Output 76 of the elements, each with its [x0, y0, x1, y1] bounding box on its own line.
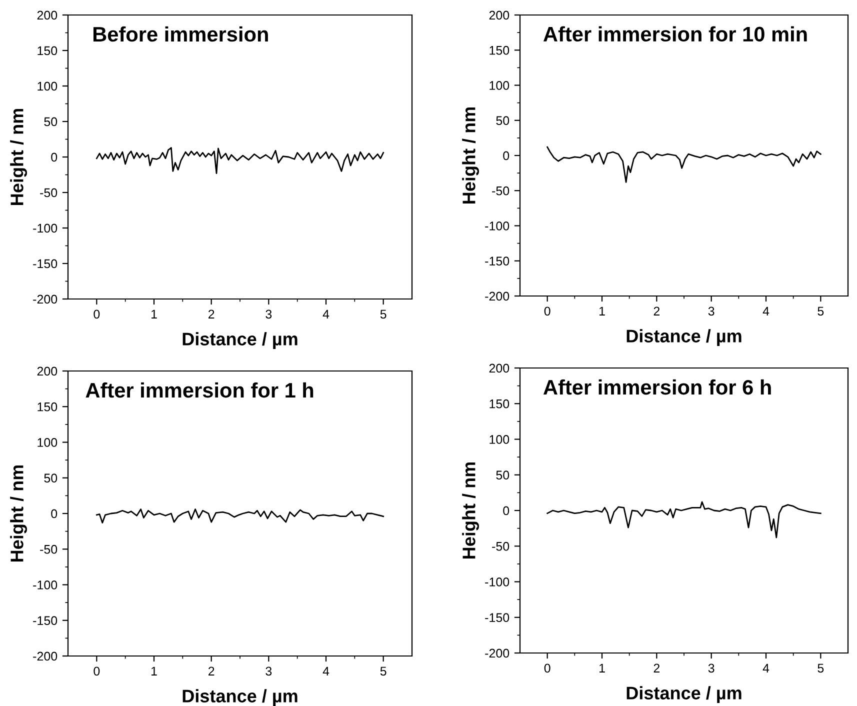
x-tick-label: 1 — [599, 664, 605, 672]
y-tick-label: -50 — [492, 542, 510, 551]
y-tick-label: -150 — [485, 613, 510, 622]
x-tick-label: 4 — [322, 666, 330, 676]
x-tick-label: 1 — [151, 310, 157, 318]
y-tick-label: 150 — [38, 46, 58, 56]
y-tick-label: -50 — [40, 544, 58, 554]
line-series — [546, 501, 822, 538]
x-tick-label: 3 — [266, 666, 272, 676]
y-axis-title: Height / nm — [462, 462, 480, 558]
y-tick-label: -50 — [40, 188, 58, 198]
chart-title: After immersion for 1 h — [86, 382, 314, 398]
y-tick-label: -150 — [33, 616, 58, 626]
x-tick-label: 5 — [818, 306, 824, 316]
y-tick-label: 50 — [496, 116, 510, 126]
y-tick-label: 200 — [489, 10, 510, 20]
x-tick-label: 4 — [762, 664, 770, 672]
x-tick-label: 5 — [818, 664, 824, 673]
chart-title: After immersion for 10 min — [543, 26, 807, 42]
x-tick-label: 2 — [208, 666, 214, 676]
y-tick-label: -100 — [485, 222, 510, 230]
x-tick-label: 2 — [208, 310, 214, 318]
y-tick-label: 0 — [51, 509, 58, 518]
x-tick-label: 0 — [94, 310, 100, 319]
x-tick-label: 5 — [380, 310, 386, 319]
y-tick-label: 200 — [37, 10, 58, 20]
y-tick-label: 0 — [503, 506, 510, 516]
y-tick-label: -200 — [33, 294, 58, 304]
x-tick-label: 5 — [380, 666, 386, 676]
y-tick-label: 150 — [38, 402, 58, 412]
x-axis-title: Distance / µm — [182, 332, 298, 350]
y-tick-label: -200 — [33, 652, 58, 661]
chart-title: Before immersion — [93, 26, 268, 42]
chart-title: After immersion for 6 h — [543, 379, 771, 395]
line-series — [96, 147, 384, 174]
y-tick-label: -200 — [485, 648, 510, 658]
line-series — [96, 508, 384, 524]
y-tick-label: -50 — [492, 186, 510, 196]
y-tick-label: 200 — [489, 364, 510, 373]
y-tick-label: 200 — [37, 366, 58, 376]
y-axis-title: Height / nm — [462, 107, 480, 204]
x-axis-title: Distance / µm — [182, 689, 298, 706]
x-axis-title: Distance / µm — [626, 686, 742, 704]
x-tick-label: 3 — [708, 306, 714, 316]
x-tick-label: 0 — [544, 306, 550, 316]
x-tick-label: 4 — [322, 310, 330, 318]
y-tick-label: 50 — [44, 474, 58, 483]
y-tick-label: 0 — [503, 151, 510, 160]
line-series — [546, 146, 822, 183]
x-tick-label: 0 — [544, 664, 550, 673]
y-tick-label: -100 — [485, 578, 510, 586]
x-tick-label: 1 — [599, 306, 605, 316]
y-tick-label: 100 — [38, 82, 58, 91]
x-tick-label: 3 — [266, 310, 272, 319]
y-tick-label: 100 — [490, 81, 510, 90]
y-tick-label: 100 — [490, 435, 510, 444]
x-axis-title: Distance / µm — [626, 329, 742, 346]
y-tick-label: 0 — [51, 152, 58, 162]
y-tick-label: -100 — [33, 580, 58, 590]
y-tick-label: -100 — [33, 224, 58, 233]
y-tick-label: 50 — [496, 470, 510, 480]
y-tick-label: -150 — [485, 256, 510, 266]
x-tick-label: 0 — [94, 666, 100, 676]
y-tick-label: 50 — [44, 117, 58, 126]
x-tick-label: 2 — [654, 664, 660, 672]
y-tick-label: -150 — [33, 259, 58, 268]
y-axis-title: Height / nm — [10, 108, 28, 205]
y-tick-label: 150 — [490, 46, 510, 55]
y-tick-label: 150 — [490, 399, 510, 408]
x-tick-label: 1 — [151, 666, 157, 676]
x-tick-label: 3 — [708, 664, 714, 673]
y-axis-title: Height / nm — [10, 465, 28, 562]
y-tick-label: 100 — [38, 438, 58, 447]
y-tick-label: -200 — [485, 292, 510, 301]
x-tick-label: 4 — [762, 306, 770, 316]
x-tick-label: 2 — [654, 306, 660, 316]
